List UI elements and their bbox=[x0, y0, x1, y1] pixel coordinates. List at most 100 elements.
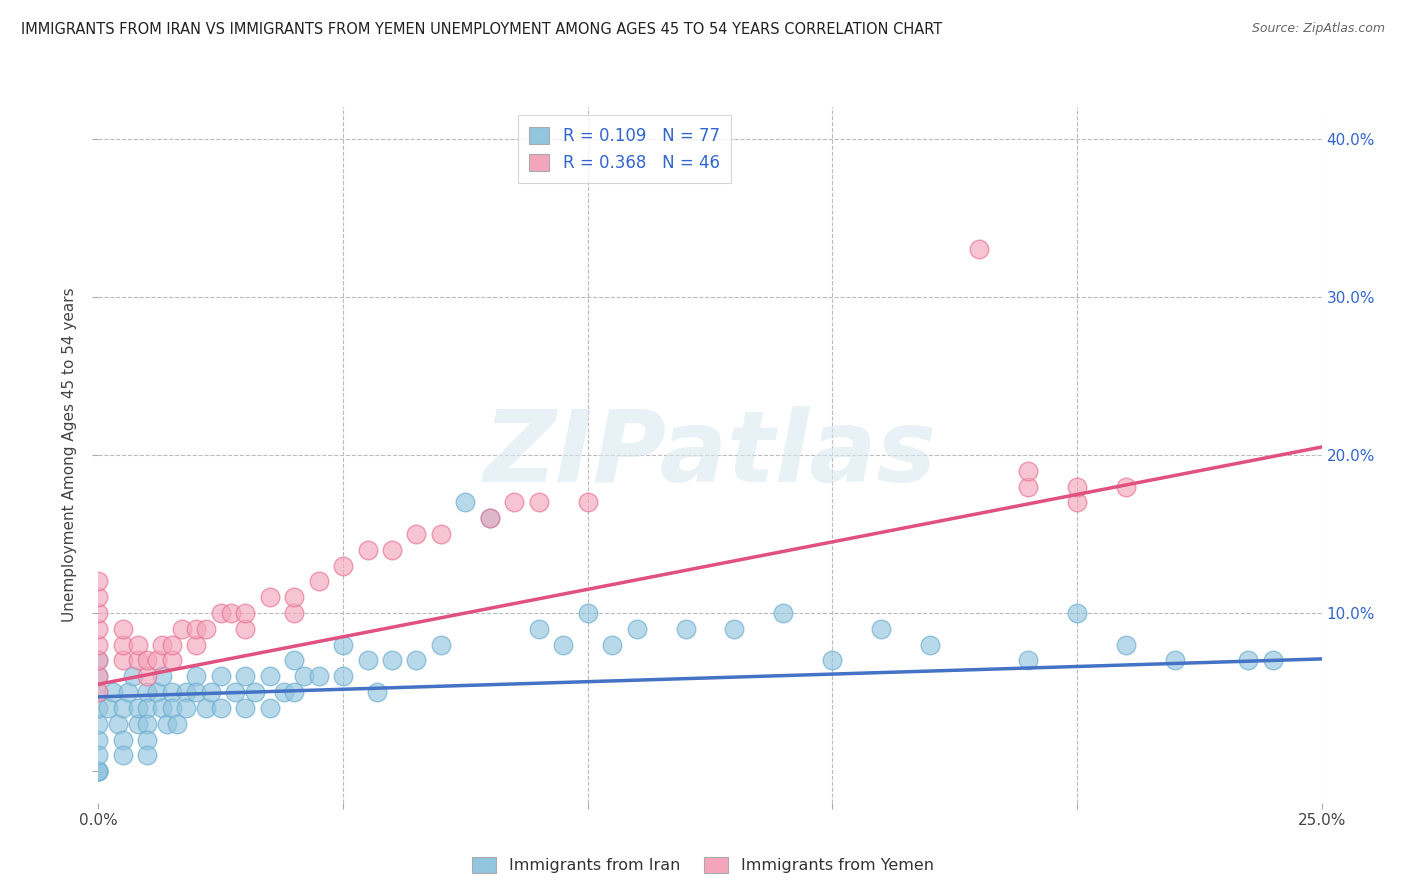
Point bbox=[87, 764, 110, 779]
Point bbox=[195, 701, 218, 715]
Point bbox=[381, 653, 404, 667]
Point bbox=[553, 638, 575, 652]
Point bbox=[127, 638, 149, 652]
Point bbox=[283, 591, 305, 605]
Point bbox=[1115, 479, 1137, 493]
Point bbox=[87, 685, 110, 699]
Point bbox=[209, 669, 232, 683]
Point bbox=[356, 542, 378, 557]
Point bbox=[454, 495, 477, 509]
Point bbox=[772, 606, 794, 620]
Point bbox=[1164, 653, 1187, 667]
Point bbox=[626, 622, 648, 636]
Point bbox=[1017, 479, 1039, 493]
Text: ZIPatlas: ZIPatlas bbox=[484, 407, 936, 503]
Point bbox=[405, 527, 427, 541]
Point bbox=[87, 701, 110, 715]
Point bbox=[283, 606, 305, 620]
Point bbox=[224, 685, 246, 699]
Point bbox=[283, 685, 305, 699]
Point bbox=[136, 716, 159, 731]
Point bbox=[233, 622, 256, 636]
Point bbox=[967, 243, 990, 257]
Point bbox=[186, 669, 208, 683]
Point bbox=[273, 685, 295, 699]
Point bbox=[920, 638, 942, 652]
Point bbox=[381, 542, 404, 557]
Point bbox=[127, 653, 149, 667]
Text: IMMIGRANTS FROM IRAN VS IMMIGRANTS FROM YEMEN UNEMPLOYMENT AMONG AGES 45 TO 54 Y: IMMIGRANTS FROM IRAN VS IMMIGRANTS FROM … bbox=[21, 22, 942, 37]
Point bbox=[356, 653, 378, 667]
Point bbox=[259, 669, 281, 683]
Legend: R = 0.109   N = 77, R = 0.368   N = 46: R = 0.109 N = 77, R = 0.368 N = 46 bbox=[517, 115, 731, 184]
Point bbox=[101, 685, 124, 699]
Point bbox=[160, 701, 183, 715]
Point bbox=[107, 716, 129, 731]
Point bbox=[1066, 606, 1088, 620]
Point bbox=[405, 653, 427, 667]
Point bbox=[97, 701, 120, 715]
Point bbox=[233, 701, 256, 715]
Point bbox=[332, 638, 354, 652]
Point bbox=[87, 732, 110, 747]
Point bbox=[1237, 653, 1260, 667]
Point bbox=[233, 669, 256, 683]
Legend: Immigrants from Iran, Immigrants from Yemen: Immigrants from Iran, Immigrants from Ye… bbox=[465, 850, 941, 880]
Point bbox=[111, 732, 134, 747]
Point bbox=[1066, 495, 1088, 509]
Point bbox=[332, 558, 354, 573]
Point bbox=[136, 653, 159, 667]
Point bbox=[1066, 479, 1088, 493]
Point bbox=[146, 685, 169, 699]
Point bbox=[111, 748, 134, 763]
Point bbox=[1261, 653, 1284, 667]
Point bbox=[430, 527, 453, 541]
Text: Source: ZipAtlas.com: Source: ZipAtlas.com bbox=[1251, 22, 1385, 36]
Point bbox=[136, 685, 159, 699]
Point bbox=[283, 653, 305, 667]
Point bbox=[136, 732, 159, 747]
Point bbox=[527, 495, 550, 509]
Point bbox=[87, 638, 110, 652]
Point bbox=[219, 606, 242, 620]
Point bbox=[170, 622, 193, 636]
Point bbox=[160, 638, 183, 652]
Point bbox=[150, 701, 173, 715]
Point bbox=[111, 653, 134, 667]
Point bbox=[87, 574, 110, 589]
Point bbox=[127, 701, 149, 715]
Point bbox=[136, 669, 159, 683]
Point bbox=[576, 606, 599, 620]
Point bbox=[121, 669, 143, 683]
Point bbox=[87, 591, 110, 605]
Point bbox=[527, 622, 550, 636]
Point bbox=[308, 669, 330, 683]
Point bbox=[1017, 653, 1039, 667]
Point bbox=[292, 669, 315, 683]
Point bbox=[87, 669, 110, 683]
Point bbox=[308, 574, 330, 589]
Point bbox=[821, 653, 844, 667]
Point bbox=[186, 622, 208, 636]
Point bbox=[87, 606, 110, 620]
Point bbox=[430, 638, 453, 652]
Point bbox=[259, 701, 281, 715]
Point bbox=[136, 748, 159, 763]
Point bbox=[111, 638, 134, 652]
Y-axis label: Unemployment Among Ages 45 to 54 years: Unemployment Among Ages 45 to 54 years bbox=[62, 287, 77, 623]
Point bbox=[576, 495, 599, 509]
Point bbox=[200, 685, 222, 699]
Point bbox=[195, 622, 218, 636]
Point bbox=[259, 591, 281, 605]
Point bbox=[156, 716, 179, 731]
Point bbox=[87, 669, 110, 683]
Point bbox=[87, 716, 110, 731]
Point bbox=[209, 701, 232, 715]
Point bbox=[127, 716, 149, 731]
Point bbox=[503, 495, 526, 509]
Point bbox=[87, 653, 110, 667]
Point bbox=[111, 622, 134, 636]
Point bbox=[87, 764, 110, 779]
Point bbox=[117, 685, 139, 699]
Point bbox=[160, 685, 183, 699]
